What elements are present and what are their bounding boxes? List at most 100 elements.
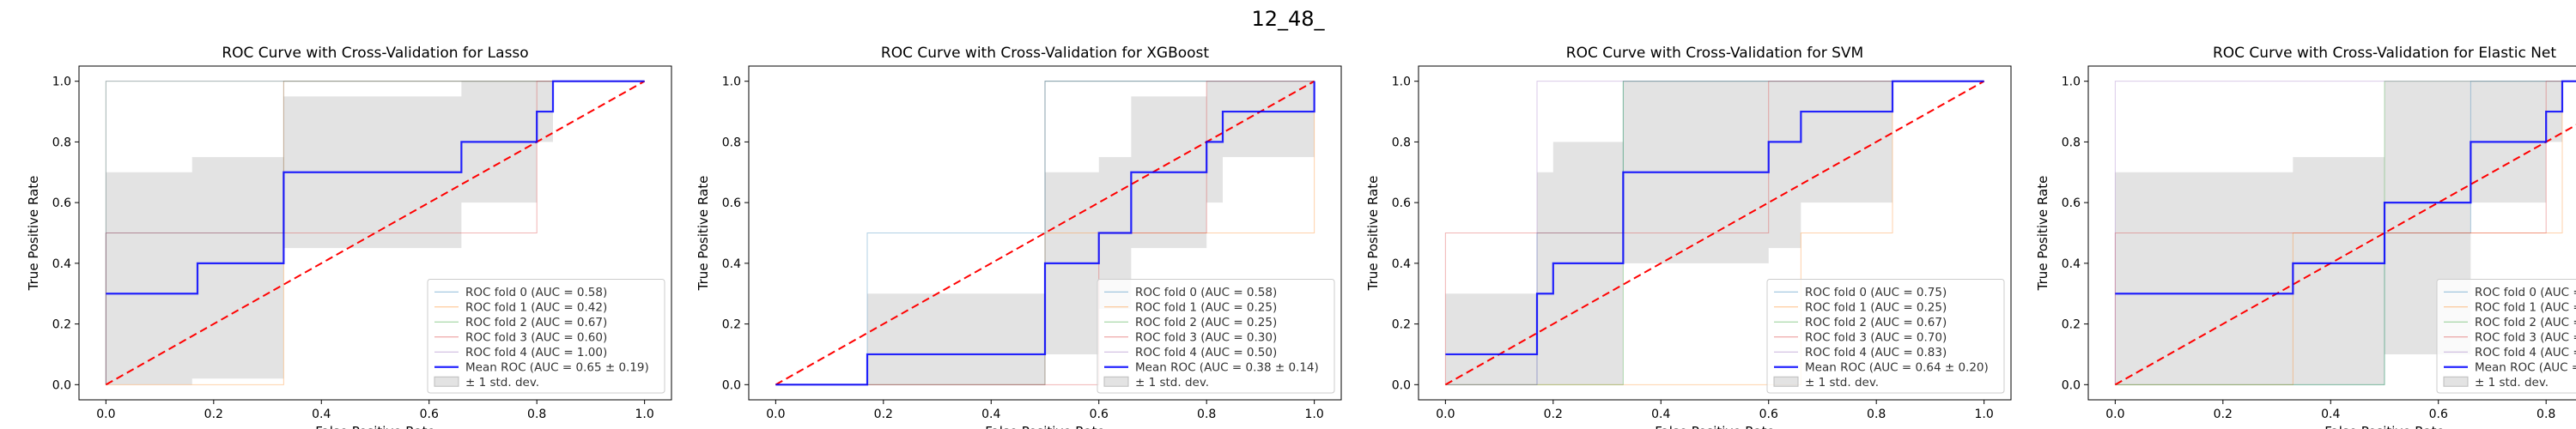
x-tick-label: 0.6: [2429, 408, 2448, 421]
legend-entry-label: Mean ROC (AUC = 0.38 ± 0.14): [1135, 360, 1319, 374]
x-tick-label: 0.0: [96, 408, 115, 421]
x-tick-label: 0.6: [420, 408, 439, 421]
legend-entry-label: ROC fold 1 (AUC = 0.42): [465, 300, 607, 314]
legend-entry-label: ROC fold 0 (AUC = 0.58): [465, 286, 607, 299]
legend-entry-label: ROC fold 4 (AUC = 1.00): [465, 346, 607, 360]
x-axis-label: False Positive Rate: [2324, 424, 2444, 429]
x-tick-label: 1.0: [1975, 408, 1994, 421]
x-tick-label: 0.0: [766, 408, 785, 421]
y-tick-label: 1.0: [1392, 76, 1411, 89]
roc-panel-2: 0.0 0.0 0.2 0.2 0.4 0.4 0.6 0.6 0.8 0.8 1.0 1.0 ROC …: [1365, 45, 2012, 429]
roc-fold-3-line: [2114, 81, 2576, 385]
y-tick-label: 0.2: [2062, 318, 2081, 332]
x-tick-label: 1.0: [1305, 408, 1324, 421]
legend-entry-label: ROC fold 3 (AUC = 0.30): [1135, 330, 1277, 344]
axes-frame: [78, 65, 672, 401]
x-tick-label: 0.8: [527, 408, 546, 421]
roc-fold-3-line: [775, 81, 1315, 385]
legend-entry-label: ROC fold 0 (AUC = 0.75): [1805, 286, 1947, 299]
x-tick-label: 0.4: [1651, 408, 1670, 421]
y-tick-label: 0.2: [52, 318, 71, 332]
panel-title: ROC Curve with Cross-Validation for Lass…: [222, 45, 528, 62]
legend-entry-label: ROC fold 3 (AUC = 0.60): [465, 330, 607, 344]
y-tick-label: 0.0: [52, 378, 71, 392]
chance-line: [105, 80, 646, 386]
legend-entry-label: ROC fold 1 (AUC = 0.25): [1135, 300, 1277, 314]
x-tick-label: 0.2: [2214, 408, 2233, 421]
y-tick-label: 0.4: [722, 257, 741, 271]
x-tick-label: 0.4: [2321, 408, 2340, 421]
y-tick-label: 0.8: [52, 136, 71, 149]
legend-swatch-std: [1773, 376, 1799, 387]
legend-entry-label: ROC fold 2 (AUC = 0.67): [1805, 316, 1947, 329]
legend-entry-label: ROC fold 4 (AUC = 0.83): [1805, 346, 1947, 360]
roc-panel-0: 0.0 0.0 0.2 0.2 0.4 0.4 0.6 0.6 0.8 0.8 1.0 1.0 ROC …: [26, 45, 672, 429]
legend-entry-label: ± 1 std. dev.: [2475, 376, 2549, 390]
chance-line: [1444, 80, 1985, 386]
legend-entry-label: ± 1 std. dev.: [1805, 376, 1879, 390]
figure-suptitle: 12_48_: [1251, 7, 1325, 31]
legend: ROC fold 0 (AUC = 0.58)ROC fold 1 (AUC =…: [1097, 279, 1335, 394]
y-tick-label: 0.4: [2062, 257, 2081, 271]
legend-entry-label: ROC fold 1 (AUC = 0.42): [2475, 300, 2576, 314]
roc-fold-3-line: [1444, 81, 1984, 385]
legend-entry-label: Mean ROC (AUC = 0.65 ± 0.19): [465, 360, 649, 374]
legend: ROC fold 0 (AUC = 0.75)ROC fold 1 (AUC =…: [1766, 279, 2005, 394]
panel-title: ROC Curve with Cross-Validation for SVM: [1566, 45, 1863, 62]
axes-frame: [748, 65, 1342, 401]
y-axis-label: True Positive Rate: [26, 176, 41, 292]
y-tick-label: 0.8: [722, 136, 741, 149]
legend-entry-label: ± 1 std. dev.: [465, 376, 539, 390]
legend-box: [2436, 279, 2576, 394]
legend-swatch-std: [434, 376, 459, 387]
roc-panel-1: 0.0 0.0 0.2 0.2 0.4 0.4 0.6 0.6 0.8 0.8 1.0 1.0 ROC …: [696, 45, 1342, 429]
roc-fold-0-line: [1445, 81, 1984, 385]
y-tick-label: 1.0: [722, 76, 741, 89]
legend-entry-label: Mean ROC (AUC = 0.64 ± 0.20): [1805, 360, 1989, 374]
legend-entry-label: ROC fold 0 (AUC = 0.58): [1135, 286, 1277, 299]
legend-entry-label: ± 1 std. dev.: [1135, 376, 1209, 390]
x-tick-label: 0.2: [1544, 408, 1563, 421]
roc-fold-0-line: [2115, 81, 2576, 385]
legend-entry-label: ROC fold 3 (AUC = 0.70): [1805, 330, 1947, 344]
x-tick-label: 0.0: [2105, 408, 2124, 421]
y-axis-label: True Positive Rate: [1365, 176, 1381, 292]
mean-roc-line: [775, 81, 1315, 386]
y-tick-label: 0.8: [1392, 136, 1411, 149]
y-tick-label: 0.4: [52, 257, 71, 271]
axes-frame: [2087, 65, 2576, 401]
mean-roc-line: [1445, 80, 1984, 356]
y-tick-label: 0.6: [722, 196, 741, 210]
y-tick-label: 1.0: [52, 76, 71, 89]
x-tick-label: 0.8: [2537, 408, 2555, 421]
y-tick-label: 1.0: [2062, 76, 2081, 89]
chance-line: [2114, 124, 2576, 386]
y-tick-label: 0.4: [1392, 257, 1411, 271]
y-tick-label: 0.2: [722, 318, 741, 332]
chance-line: [775, 80, 1315, 386]
legend-box: [1766, 279, 2005, 394]
legend-entry-label: ROC fold 2 (AUC = 0.50): [2475, 316, 2576, 329]
x-tick-label: 0.0: [1436, 408, 1455, 421]
legend: ROC fold 0 (AUC = 0.58)ROC fold 1 (AUC =…: [427, 279, 665, 394]
legend-box: [1097, 279, 1335, 394]
legend-box: [427, 279, 665, 394]
legend-swatch-std: [2443, 376, 2469, 387]
legend-entry-label: Mean ROC (AUC = 0.57 ± 0.23): [2475, 360, 2576, 374]
x-tick-label: 0.6: [1090, 408, 1109, 421]
axes-frame: [1418, 65, 2012, 401]
x-tick-label: 0.8: [1197, 408, 1216, 421]
x-axis-label: False Positive Rate: [315, 424, 434, 429]
legend: ROC fold 0 (AUC = 0.33)ROC fold 1 (AUC =…: [2436, 279, 2576, 394]
roc-fold-2-line: [105, 81, 645, 385]
roc-fold-4-line: [2114, 81, 2576, 385]
x-tick-label: 0.8: [1867, 408, 1886, 421]
x-axis-label: False Positive Rate: [1655, 424, 1774, 429]
roc-fold-4-line: [775, 81, 1315, 385]
mean-roc-line: [106, 80, 645, 295]
legend-entry-label: ROC fold 4 (AUC = 0.50): [1135, 346, 1277, 360]
y-axis-label: True Positive Rate: [2035, 176, 2050, 292]
legend-swatch-std: [1103, 376, 1129, 387]
y-tick-label: 0.6: [1392, 196, 1411, 210]
